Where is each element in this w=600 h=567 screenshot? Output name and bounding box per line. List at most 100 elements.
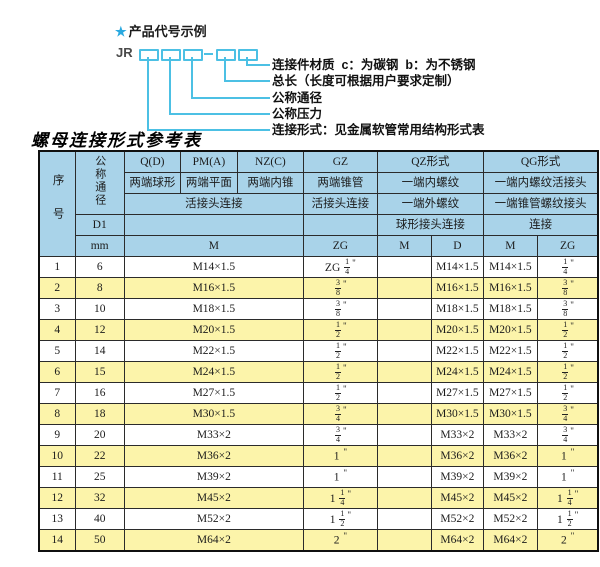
row-qg-zg-cell: 3 8 " — [536, 298, 599, 320]
row-qg-zg-cell: 1 2 " — [536, 340, 599, 362]
row-m-cell: M22×1.5 — [123, 340, 304, 362]
table-row: 14 50 M64×2 2 " M64×2 M64×2 2 " — [38, 529, 599, 552]
header-conn-qg: 一端锥管螺纹接头 — [482, 193, 599, 215]
row-m-cell: M16×1.5 — [123, 277, 304, 299]
header-desc-qz: 一端内螺纹 — [376, 172, 484, 194]
row-m-cell: M24×1.5 — [123, 361, 304, 383]
row-qz-m-cell — [376, 487, 432, 509]
header-blank-2 — [302, 214, 378, 236]
row-qz-m-cell — [376, 340, 432, 362]
row-gz-cell: 3 8 " — [302, 298, 378, 320]
table-body: 1 6 M14×1.5 ZG 1 4 " M14×1.5 M14×1.5 1 4 " 2 8 M16×1.… — [38, 256, 599, 552]
connector-line — [191, 57, 193, 99]
row-seq-cell: 4 — [38, 319, 76, 341]
row-qg-zg-cell: 2 " — [536, 529, 599, 552]
header-unit-qz-d: D — [430, 235, 484, 257]
code-prefix: JR — [116, 45, 133, 60]
row-dn-cell: 10 — [74, 298, 125, 320]
row-qg-m-cell: M20×1.5 — [482, 319, 538, 341]
row-qg-zg-cell: 3 8 " — [536, 277, 599, 299]
header-dn: 公称通径 — [74, 150, 125, 215]
row-seq-cell: 13 — [38, 508, 76, 530]
row-gz-cell: 2 " — [302, 529, 378, 552]
row-qg-m-cell: M16×1.5 — [482, 277, 538, 299]
row-qg-zg-cell: 1 " — [536, 466, 599, 488]
table-row: 1 6 M14×1.5 ZG 1 4 " M14×1.5 M14×1.5 1 4 " — [38, 256, 599, 278]
row-qz-d-cell: M16×1.5 — [430, 277, 484, 299]
row-seq-cell: 7 — [38, 382, 76, 404]
row-gz-cell: 3 8 " — [302, 277, 378, 299]
row-qg-m-cell: M64×2 — [482, 529, 538, 552]
code-label-length: 总长（长度可根据用户要求定制） — [272, 74, 460, 88]
row-dn-cell: 14 — [74, 340, 125, 362]
row-qz-m-cell — [376, 424, 432, 446]
row-qg-m-cell: M33×2 — [482, 424, 538, 446]
connector-line — [169, 57, 171, 115]
row-qg-zg-cell: 1 2 " — [536, 361, 599, 383]
row-dn-cell: 6 — [74, 256, 125, 278]
row-qz-m-cell — [376, 529, 432, 552]
row-seq-cell: 1 — [38, 256, 76, 278]
row-seq-cell: 10 — [38, 445, 76, 467]
header-conn2-qg: 连接 — [482, 214, 599, 236]
table-row: 2 8 M16×1.5 3 8 " M16×1.5 M16×1.5 3 8 " — [38, 277, 599, 299]
row-qz-m-cell — [376, 466, 432, 488]
row-qg-m-cell: M18×1.5 — [482, 298, 538, 320]
row-qg-zg-cell: 1 1 2 " — [536, 508, 599, 530]
row-qg-m-cell: M39×2 — [482, 466, 538, 488]
row-qz-d-cell: M24×1.5 — [430, 361, 484, 383]
header-form-gz: GZ — [302, 150, 378, 173]
row-m-cell: M14×1.5 — [123, 256, 304, 278]
table-row: 12 32 M45×2 1 1 4 " M45×2 M45×2 1 1 4 " — [38, 487, 599, 509]
row-gz-cell: ZG 1 4 " — [302, 256, 378, 278]
row-qz-d-cell: M33×2 — [430, 424, 484, 446]
header-desc-nz: 两端内锥 — [236, 172, 304, 194]
header-blank-1 — [123, 214, 304, 236]
connector-line — [246, 64, 270, 66]
table-row: 8 18 M30×1.5 3 4 " M30×1.5 M30×1.5 3 4 " — [38, 403, 599, 425]
row-qg-zg-cell: 1 4 " — [536, 256, 599, 278]
header-desc-gz: 两端锥管 — [302, 172, 378, 194]
row-seq-cell: 9 — [38, 424, 76, 446]
row-qg-m-cell: M24×1.5 — [482, 361, 538, 383]
header-dn-text: 公称通径 — [93, 155, 106, 208]
row-qz-d-cell: M36×2 — [430, 445, 484, 467]
row-seq-cell: 12 — [38, 487, 76, 509]
row-m-cell: M45×2 — [123, 487, 304, 509]
row-seq-cell: 11 — [38, 466, 76, 488]
row-qz-d-cell: M45×2 — [430, 487, 484, 509]
row-m-cell: M39×2 — [123, 466, 304, 488]
row-gz-cell: 3 4 " — [302, 424, 378, 446]
header-desc-pm: 两端平面 — [179, 172, 238, 194]
header-unit-qg-m: M — [482, 235, 538, 257]
row-qz-m-cell — [376, 403, 432, 425]
row-m-cell: M18×1.5 — [123, 298, 304, 320]
row-gz-cell: 1 2 " — [302, 319, 378, 341]
header-unit-zg: ZG — [302, 235, 378, 257]
table-title: 螺母连接形式参考表 — [31, 131, 202, 150]
row-qg-m-cell: M30×1.5 — [482, 403, 538, 425]
row-gz-cell: 1 2 " — [302, 340, 378, 362]
row-qz-m-cell — [376, 361, 432, 383]
code-label-material: 连接件材质 c：为碳钢 b：为不锈钢 — [272, 58, 476, 72]
row-qg-zg-cell: 1 1 4 " — [536, 487, 599, 509]
row-qg-m-cell: M14×1.5 — [482, 256, 538, 278]
row-qg-zg-cell: 1 " — [536, 445, 599, 467]
code-label-connection: 连接形式：见金属软管常用结构形式表 — [272, 123, 485, 137]
row-dn-cell: 18 — [74, 403, 125, 425]
header-conn-gz: 活接头连接 — [302, 193, 378, 215]
row-gz-cell: 1 2 " — [302, 361, 378, 383]
row-dn-cell: 16 — [74, 382, 125, 404]
star-icon: ★ — [115, 24, 127, 39]
row-seq-cell: 8 — [38, 403, 76, 425]
row-dn-cell: 15 — [74, 361, 125, 383]
table-row: 11 25 M39×2 1 " M39×2 M39×2 1 " — [38, 466, 599, 488]
row-qg-zg-cell: 1 2 " — [536, 382, 599, 404]
row-qz-d-cell: M22×1.5 — [430, 340, 484, 362]
row-m-cell: M36×2 — [123, 445, 304, 467]
row-dn-cell: 25 — [74, 466, 125, 488]
row-seq-cell: 5 — [38, 340, 76, 362]
row-qz-d-cell: M39×2 — [430, 466, 484, 488]
code-label-pressure: 公称压力 — [272, 107, 323, 121]
